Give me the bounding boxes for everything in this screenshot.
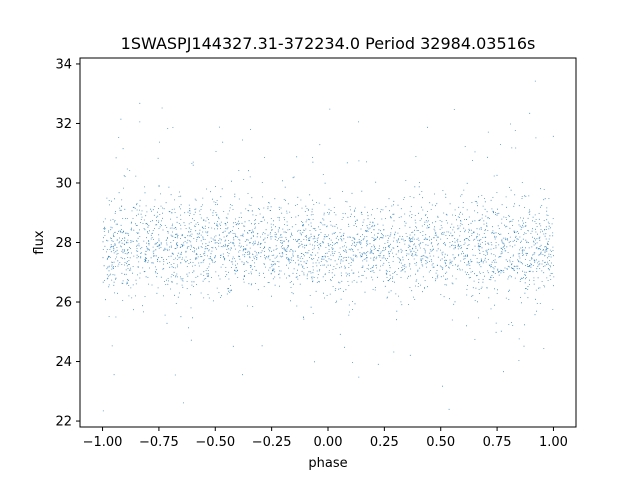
x-tick-label: 0.50 — [426, 435, 455, 450]
y-axis-label: flux — [32, 230, 47, 254]
x-tick-label: −0.25 — [252, 435, 292, 450]
scatter-point-cloud — [102, 80, 555, 412]
x-tick-label: −0.50 — [195, 435, 235, 450]
x-tick-label: 0.25 — [370, 435, 399, 450]
y-tick-label: 24 — [55, 355, 72, 370]
y-tick-label: 28 — [55, 236, 72, 251]
x-tick-label: 0.00 — [314, 435, 343, 450]
y-tick-label: 32 — [55, 117, 72, 132]
y-tick-label: 26 — [55, 296, 72, 311]
y-tick-label: 22 — [55, 415, 72, 430]
x-tick-label: −1.00 — [83, 435, 123, 450]
chart-title: 1SWASPJ144327.31-372234.0 Period 32984.0… — [121, 34, 536, 53]
x-axis-ticks: −1.00 −0.75 −0.50 −0.25 0.00 0.25 0.50 0.75 1.00 — [83, 427, 568, 450]
y-tick-label: 30 — [55, 176, 72, 191]
x-axis-label: phase — [308, 456, 347, 471]
y-tick-label: 34 — [55, 57, 72, 72]
x-tick-label: 0.75 — [483, 435, 512, 450]
x-tick-label: −0.75 — [139, 435, 179, 450]
scatter-points — [102, 80, 555, 412]
y-axis-ticks: 22 24 26 28 30 32 34 — [55, 57, 80, 430]
x-tick-label: 1.00 — [539, 435, 568, 450]
plot-frame — [79, 57, 577, 428]
